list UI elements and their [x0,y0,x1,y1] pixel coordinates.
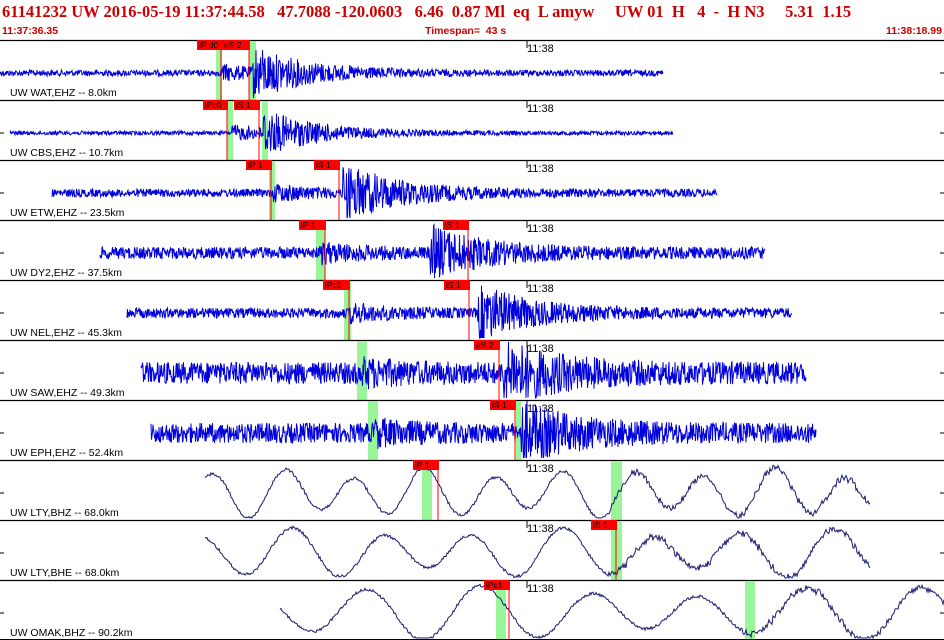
pick-window [611,461,622,520]
pick-window [357,341,367,400]
start-time: 11:37:36.35 [2,25,59,37]
waveform-trace [9,113,674,151]
time-marker-label: 11:38 [527,223,554,235]
station-label: UW EPH,EHZ -- 52.4km [10,447,123,459]
time-marker-label: 11:38 [527,163,554,175]
waveform-trace [99,223,766,279]
pick-flag [299,220,326,230]
pick-window [216,41,222,100]
pick-flag [203,100,228,110]
waveform-trace [0,50,664,99]
time-marker-label: 11:38 [527,463,554,475]
waveform-trace [279,583,944,640]
pick-window [496,581,506,640]
pick-window [745,581,755,640]
pick-label: iP 1 [248,160,263,170]
time-marker-label: 11:38 [527,283,554,295]
timespan-label: Timespan= 43 s [425,25,507,37]
header-bar: 61141232 UW 2016-05-19 11:37:44.58 47.70… [0,0,944,40]
pick-label: iP 1 [301,220,316,230]
station-label: UW DY2,EHZ -- 37.5km [10,267,122,279]
pick-flag [443,220,469,230]
time-marker-label: 11:38 [527,103,554,115]
waveform-trace [140,341,807,399]
pick-label: iP 1 [415,460,430,470]
pick-label: iS 1 [593,520,608,530]
waveform-trace [126,285,793,339]
station-label: UW CBS,EHZ -- 10.7km [10,147,123,159]
pick-label: iS 1 [446,280,461,290]
pick-flag [490,400,516,410]
pick-window [422,461,432,520]
waveform-trace [150,402,817,459]
station-label: UW LTY,BHE -- 68.0km [10,567,120,579]
station-label: UW WAT,EHZ -- 8.0km [10,87,117,99]
pick-flag [474,340,500,350]
pick-flag [246,160,272,170]
pick-flag [591,520,617,530]
waveform-trace [204,464,871,519]
pick-label: eS 2 [476,340,494,350]
pick-label: iPc1 [486,580,503,590]
pick-flag [444,280,470,290]
time-marker-label: 11:38 [527,343,554,355]
station-label: UW NEL,EHZ -- 45.3km [10,327,122,339]
pick-label: iPc0 [205,100,222,110]
pick-label: iS 1 [316,160,331,170]
pick-flag [314,160,340,170]
pick-label: iP d0 [199,40,218,50]
pick-label: iS 1 [445,220,460,230]
time-marker-label: 11:38 [527,523,554,535]
time-marker-label: 11:38 [527,43,554,55]
pick-flag [484,580,510,590]
station-label: UW SAW,EHZ -- 49.3km [10,387,125,399]
pick-window [249,41,256,100]
pick-window [516,401,521,460]
pick-window [227,101,233,160]
pick-window [344,281,351,340]
pick-flag [234,100,260,110]
station-label: UW LTY,BHZ -- 68.0km [10,507,119,519]
pick-flag [197,40,222,50]
event-summary-title: 61141232 UW 2016-05-19 11:37:44.58 47.70… [2,2,852,21]
time-marker-label: 11:38 [527,583,554,595]
pick-label: eS 2 [224,40,242,50]
pick-label: iS 1 [236,100,251,110]
pick-window [269,161,275,220]
pick-label: iPc1 [325,280,342,290]
waveform-trace [51,167,718,219]
pick-label: iS 1 [492,400,507,410]
end-time: 11:38:18.99 [885,25,942,37]
station-label: UW ETW,EHZ -- 23.5km [10,207,125,219]
station-label: UW OMAK,BHZ -- 90.2km [10,627,133,639]
pick-flag [413,460,439,470]
pick-flag [222,40,250,50]
waveform-trace [204,525,871,580]
pick-flag [323,280,350,290]
